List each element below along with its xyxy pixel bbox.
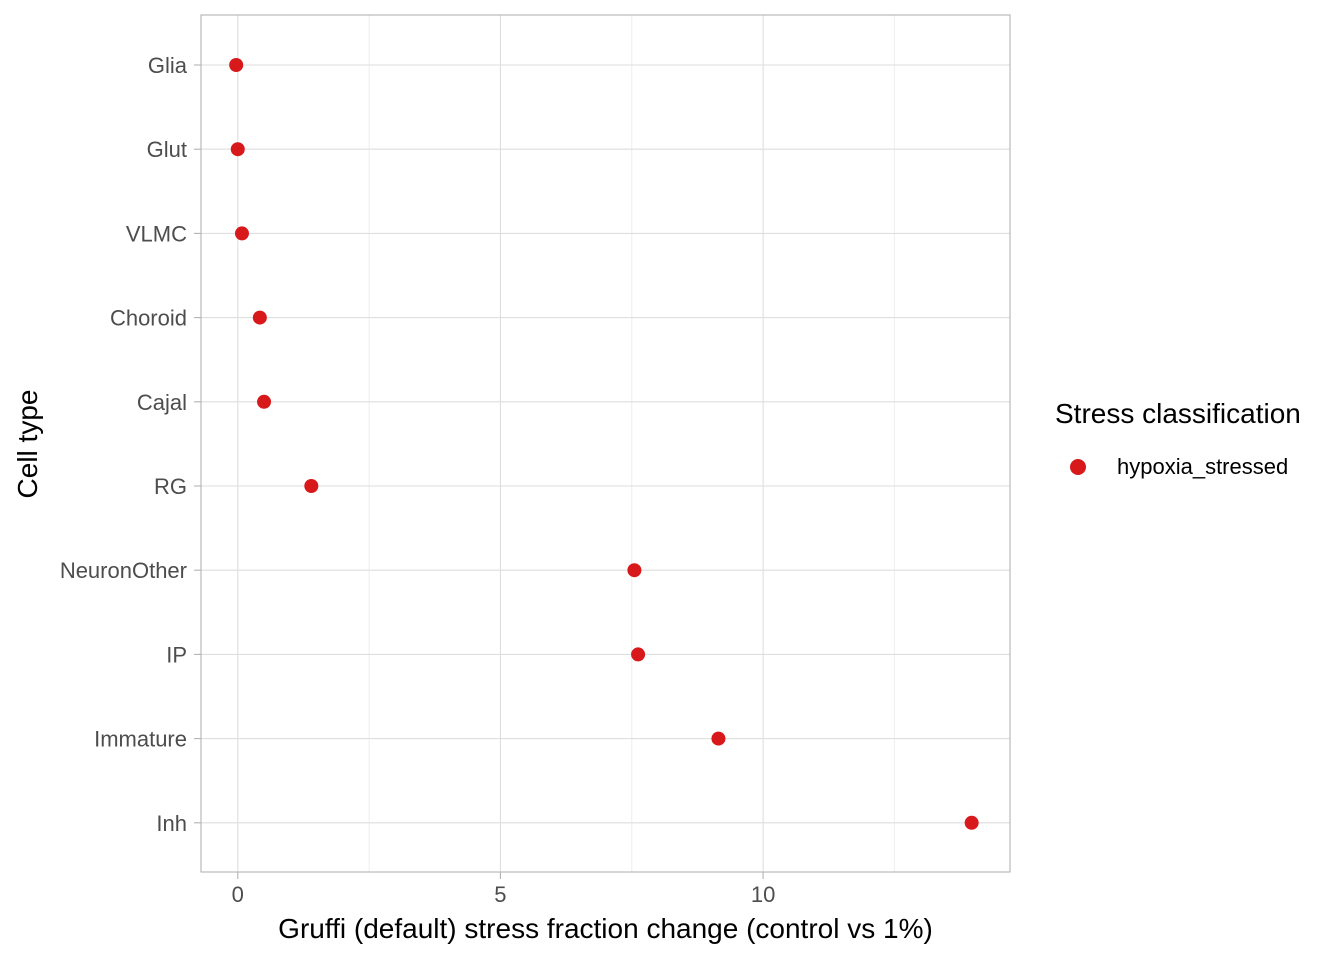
data-point (627, 563, 642, 578)
data-point (252, 310, 267, 325)
y-tick-label: NeuronOther (60, 558, 187, 583)
legend-item-hypoxia-stressed: hypoxia_stressed (1068, 453, 1288, 481)
y-tick-label: IP (166, 642, 187, 667)
y-tick-label: VLMC (126, 221, 187, 246)
data-point (964, 815, 979, 830)
legend-label: hypoxia_stressed (1117, 454, 1289, 479)
x-tick-label: 5 (494, 882, 506, 907)
y-tick-label: Immature (94, 727, 187, 752)
y-axis-title: Cell type (12, 390, 43, 499)
y-tick-label: Cajal (137, 390, 187, 415)
x-tick-label: 10 (751, 882, 775, 907)
y-tick-label: RG (154, 474, 187, 499)
data-point (230, 142, 245, 157)
legend-key-dot (1070, 459, 1086, 475)
data-point (234, 226, 249, 241)
grid-major-lines (201, 15, 1010, 872)
data-point (304, 479, 319, 493)
data-points (229, 58, 979, 830)
y-axis: Glia Glut VLMC Choroid Cajal RG NeuronOther IP I… (60, 53, 201, 836)
x-axis-title: Gruffi (default) stress fraction change … (278, 913, 933, 944)
data-point (711, 731, 726, 746)
data-point (631, 647, 646, 662)
panel-border (200, 14, 1011, 873)
grid-minor-lines (368, 15, 895, 872)
data-point (257, 394, 272, 409)
legend-title: Stress classification (1055, 398, 1301, 429)
y-tick-label: Glia (148, 53, 188, 78)
x-tick-label: 0 (232, 882, 244, 907)
y-tick-label: Choroid (110, 306, 187, 331)
data-point (229, 58, 244, 72)
y-tick-label: Glut (147, 137, 187, 162)
x-axis: 0 5 10 (232, 872, 775, 907)
y-tick-label: Inh (156, 811, 187, 836)
